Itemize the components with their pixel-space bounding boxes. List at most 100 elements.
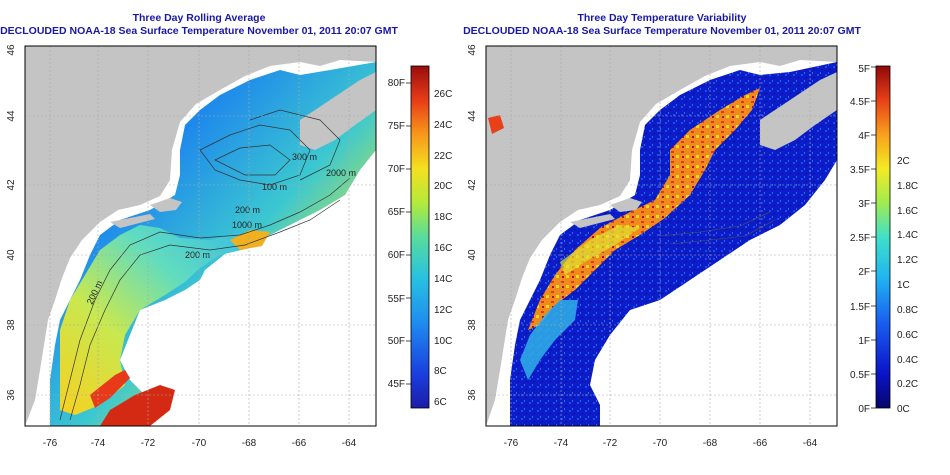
colorbar-c-label: 0.8C (897, 305, 918, 316)
colorbar-f-label: 70F (388, 164, 405, 175)
lat-tick: 44 (467, 110, 478, 122)
colorbar-c-label: 1.4C (897, 230, 918, 241)
lat-tick: 40 (467, 249, 478, 261)
lat-tick: 38 (467, 319, 478, 331)
right-variability-field (510, 62, 837, 426)
colorbar-c-label: 0.6C (897, 330, 918, 341)
colorbar-c-label: 16C (434, 243, 452, 254)
colorbar-c-label: 24C (434, 120, 452, 131)
right-yellow-band (560, 225, 640, 275)
colorbar-c-label: 0.2C (897, 379, 918, 390)
colorbar-f-label: 55F (388, 294, 405, 305)
colorbar-c-label: 6C (434, 397, 447, 408)
colorbar-f-label: 50F (388, 336, 405, 347)
left-title: Three Day Rolling Average (132, 12, 266, 24)
left-shelf-band (60, 225, 265, 415)
right-lon-axis: -76 -74 -72 -70 -68 -66 -64 (504, 438, 818, 449)
left-land (25, 46, 376, 426)
lat-tick: 42 (467, 179, 478, 191)
contour-label: 1000 m (232, 220, 262, 230)
lon-tick: -68 (703, 438, 718, 449)
right-colorbar-c-labels: 0C 0.2C 0.4C 0.6C 0.8C 1C 1.2C 1.4C 1.6C… (897, 156, 918, 415)
colorbar-c-label: 22C (434, 151, 452, 162)
lon-tick: -72 (141, 438, 156, 449)
contour-label: 2000 m (326, 168, 356, 178)
colorbar-c-label: 1.8C (897, 181, 918, 192)
lat-tick: 46 (467, 44, 478, 56)
left-colorbar-f-ticks (406, 82, 411, 385)
colorbar-c-label: 1.6C (897, 206, 918, 217)
colorbar-f-label: 0.5F (850, 370, 870, 381)
lat-tick: 42 (6, 179, 17, 191)
colorbar-c-label: 0C (897, 404, 910, 415)
left-subtitle: DECLOUDED NOAA-18 Sea Surface Temperatur… (0, 25, 398, 37)
left-lon-axis: -76 -74 -72 -70 -68 -66 -64 (43, 438, 357, 449)
lon-tick: -64 (803, 438, 818, 449)
left-gulf-stream (90, 370, 130, 408)
colorbar-f-label: 45F (388, 379, 405, 390)
colorbar-f-label: 1F (858, 336, 870, 347)
lon-tick: -70 (192, 438, 207, 449)
lon-tick: -74 (91, 438, 106, 449)
lat-tick: 46 (6, 44, 17, 56)
left-grid (25, 46, 376, 426)
right-map (486, 46, 837, 426)
colorbar-f-label: 3F (858, 199, 870, 210)
lon-tick: -76 (43, 438, 58, 449)
right-sable-patch (488, 115, 504, 134)
colorbar-f-label: 2F (858, 267, 870, 278)
colorbar-c-label: 10C (434, 336, 452, 347)
right-lat-axis: 36 38 40 42 44 46 (467, 44, 478, 401)
right-long-island (570, 214, 615, 228)
left-gulf-stream-2 (100, 385, 175, 426)
colorbar-f-label: 2.5F (850, 233, 870, 244)
lat-tick: 36 (6, 389, 17, 401)
colorbar-c-label: 14C (434, 274, 452, 285)
lat-tick: 40 (6, 249, 17, 261)
left-bathymetry (59, 109, 351, 421)
right-subtitle: DECLOUDED NOAA-18 Sea Surface Temperatur… (463, 25, 861, 37)
left-nova-scotia (300, 72, 376, 150)
colorbar-f-label: 65F (388, 207, 405, 218)
left-long-island (110, 214, 155, 228)
colorbar-c-label: 26C (434, 89, 452, 100)
left-colorbar-c-labels: 6C 8C 10C 12C 14C 16C 18C 20C 22C 24C 26… (434, 89, 452, 408)
lat-tick: 44 (6, 110, 17, 122)
left-colorbar-f-labels: 45F 50F 55F 60F 65F 70F 75F 80F (388, 78, 405, 390)
colorbar-c-label: 8C (434, 366, 447, 377)
lon-tick: -74 (554, 438, 569, 449)
right-title: Three Day Temperature Variability (577, 12, 747, 24)
right-nova-scotia (760, 72, 837, 150)
left-lat-axis: 36 38 40 42 44 46 (6, 44, 17, 401)
right-colorbar-f-labels: 0F 0.5F 1F 1.5F 2F 2.5F 3F 3.5F 4F 4.5F … (850, 64, 870, 415)
colorbar-f-label: 1.5F (850, 302, 870, 313)
colorbar-f-label: 75F (388, 121, 405, 132)
left-map-frame (24, 45, 377, 427)
contour-label: 100 m (262, 182, 287, 192)
lon-tick: -66 (753, 438, 768, 449)
right-high-variability (528, 88, 760, 330)
colorbar-c-label: 1.2C (897, 255, 918, 266)
colorbar-f-label: 0F (858, 404, 870, 415)
colorbar-c-label: 1C (897, 280, 910, 291)
lat-tick: 38 (6, 319, 17, 331)
lat-tick: 36 (467, 389, 478, 401)
lon-tick: -68 (242, 438, 257, 449)
right-colorbar (875, 65, 891, 409)
colorbar-c-label: 20C (434, 181, 452, 192)
colorbar-f-label: 4.5F (850, 97, 870, 108)
colorbar-c-label: 2C (897, 156, 910, 167)
colorbar-f-label: 5F (858, 64, 870, 75)
colorbar-c-label: 18C (434, 212, 452, 223)
lon-tick: -72 (603, 438, 618, 449)
colorbar-c-label: 0.4C (897, 355, 918, 366)
right-cape-cod (610, 198, 642, 212)
left-colorbar (410, 65, 430, 409)
left-cape-cod (150, 198, 182, 212)
lon-tick: -70 (653, 438, 668, 449)
lon-tick: -66 (292, 438, 307, 449)
lon-tick: -76 (504, 438, 519, 449)
right-grid (486, 46, 837, 426)
right-land (486, 46, 837, 426)
